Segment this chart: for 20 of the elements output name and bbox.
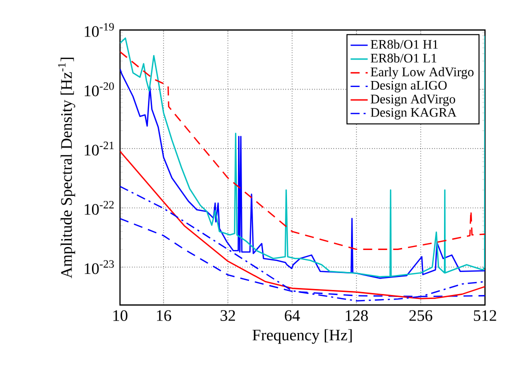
legend-label: Design KAGRA [370,108,457,120]
x-tick-label: 10 [113,310,128,321]
x-tick-label: 16 [157,310,172,321]
y-axis-title: Amplitude Spectral Density [Hz$^{-1}$] [58,58,76,278]
legend-label: Early Low AdVirgo [370,67,474,79]
y-tick-label: 10$^{-19}$ [84,23,114,37]
legend-label: Design AdVirgo [370,94,456,106]
y-tick-label: 10$^{-22}$ [84,200,114,215]
x-tick-label: 512 [474,310,496,321]
x-tick-label: 64 [284,310,300,321]
legend-label: Design aLIGO [370,80,447,92]
x-tick-label: 256 [409,310,432,321]
y-tick-label: 10$^{-23}$ [84,260,114,274]
y-tick-label: 10$^{-21}$ [84,142,114,156]
legend-label: ER8b/O1 L1 [370,53,436,63]
x-tick-label: 32 [220,310,235,321]
y-tick-label: 10$^{-20}$ [84,82,114,96]
x-tick-label: 128 [346,310,368,321]
legend-label: ER8b/O1 H1 [370,40,438,49]
x-axis-title: Frequency [Hz] [252,329,352,344]
